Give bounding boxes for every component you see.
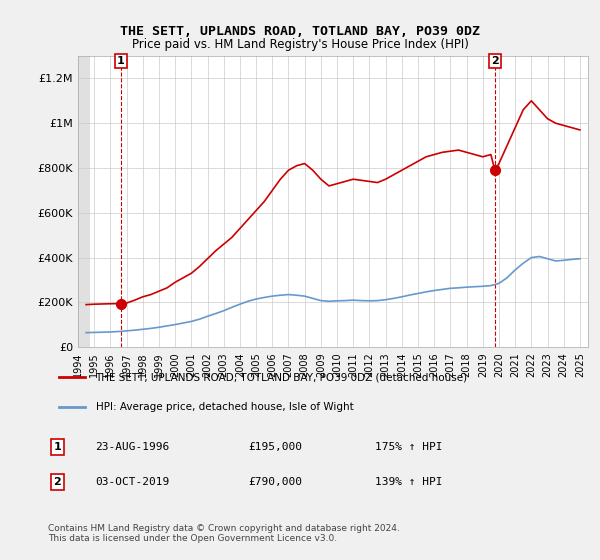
Text: 03-OCT-2019: 03-OCT-2019 <box>95 477 170 487</box>
Text: Price paid vs. HM Land Registry's House Price Index (HPI): Price paid vs. HM Land Registry's House … <box>131 38 469 51</box>
Text: 2: 2 <box>53 477 61 487</box>
Text: HPI: Average price, detached house, Isle of Wight: HPI: Average price, detached house, Isle… <box>95 402 353 412</box>
Text: Contains HM Land Registry data © Crown copyright and database right 2024.
This d: Contains HM Land Registry data © Crown c… <box>48 524 400 543</box>
Text: £195,000: £195,000 <box>248 442 302 452</box>
Bar <box>78 56 90 347</box>
Text: 1: 1 <box>53 442 61 452</box>
Text: 23-AUG-1996: 23-AUG-1996 <box>95 442 170 452</box>
Text: THE SETT, UPLANDS ROAD, TOTLAND BAY, PO39 0DZ (detached house): THE SETT, UPLANDS ROAD, TOTLAND BAY, PO3… <box>95 372 467 382</box>
Text: 139% ↑ HPI: 139% ↑ HPI <box>376 477 443 487</box>
Text: THE SETT, UPLANDS ROAD, TOTLAND BAY, PO39 0DZ: THE SETT, UPLANDS ROAD, TOTLAND BAY, PO3… <box>120 25 480 38</box>
Text: 1: 1 <box>117 56 125 66</box>
Text: £790,000: £790,000 <box>248 477 302 487</box>
Text: 175% ↑ HPI: 175% ↑ HPI <box>376 442 443 452</box>
Text: 2: 2 <box>491 56 499 66</box>
